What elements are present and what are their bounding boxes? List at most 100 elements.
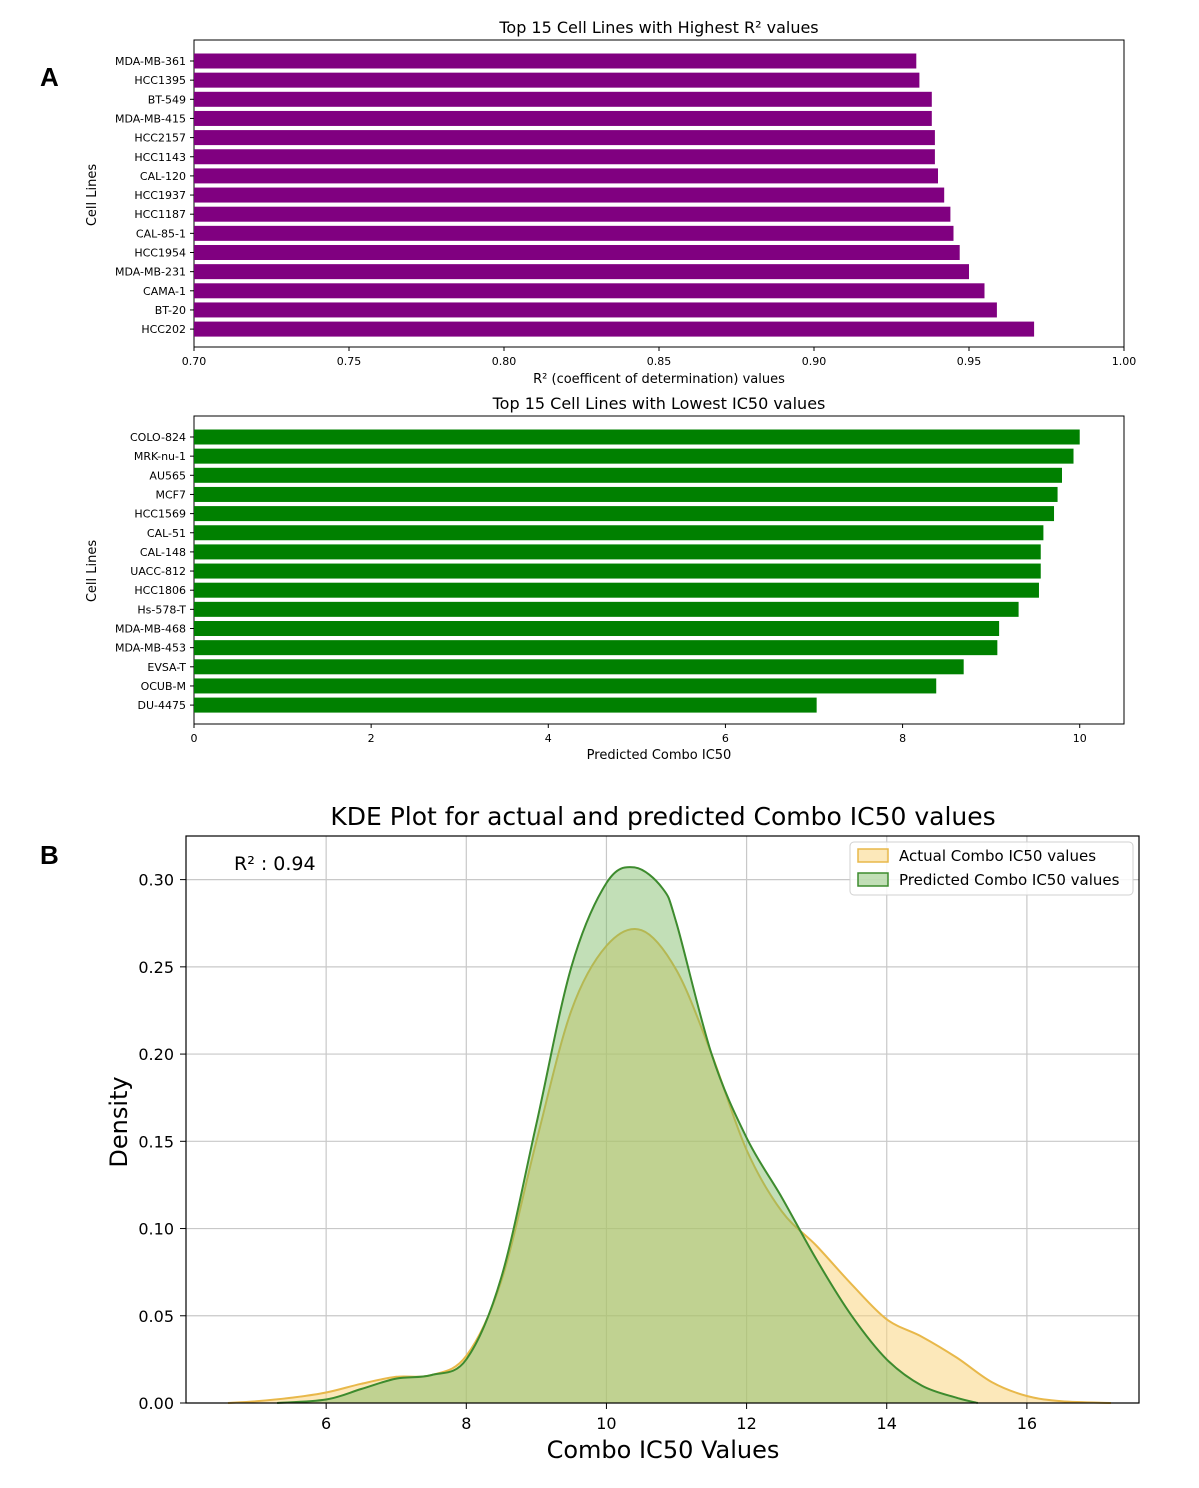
c2-bar: [194, 467, 1062, 483]
kde-actual-line: [227, 928, 1112, 1404]
c2-xtick-label: 6: [722, 732, 729, 745]
c1-bar: [194, 130, 935, 146]
c1-bar: [194, 302, 997, 318]
c1-category-label: HCC1395: [134, 74, 186, 87]
kde-xtick-label: 14: [877, 1414, 897, 1433]
c1-bar: [194, 91, 932, 107]
c1-category-label: MDA-MB-231: [115, 266, 186, 279]
c2-xtick-label: 8: [899, 732, 906, 745]
kde-legend-predicted-label: Predicted Combo IC50 values: [899, 871, 1120, 889]
c2-xtick-label: 10: [1073, 732, 1087, 745]
r2-chart-title: Top 15 Cell Lines with Highest R² values: [498, 18, 818, 37]
c1-bar: [194, 149, 935, 165]
c1-bar: [194, 53, 917, 69]
c1-bar: [194, 321, 1035, 337]
c1-xtick-label: 0.80: [492, 355, 517, 368]
c2-bar: [194, 448, 1074, 464]
c2-bar: [194, 659, 964, 675]
c1-category-label: HCC1937: [134, 189, 186, 202]
c1-category-label: HCC1187: [134, 208, 186, 221]
kde-ytick-label: 0.00: [138, 1394, 174, 1413]
c1-bar: [194, 206, 951, 222]
c2-category-label: MCF7: [156, 488, 187, 501]
c1-category-label: CAL-120: [140, 170, 186, 183]
kde-chart-xlabel: Combo IC50 Values: [547, 1436, 780, 1464]
ic50-chart-title: Top 15 Cell Lines with Lowest IC50 value…: [492, 394, 826, 413]
r2-annotation: R² : 0.94: [234, 853, 316, 875]
c2-bar: [194, 601, 1019, 617]
kde-ytick-label: 0.05: [138, 1307, 174, 1326]
c2-bar: [194, 486, 1058, 502]
c1-category-label: MDA-MB-415: [115, 112, 186, 125]
c1-xtick-label: 0.95: [957, 355, 982, 368]
kde-actual-area: [228, 928, 1111, 1403]
c1-category-label: CAL-85-1: [136, 227, 186, 240]
r2-bar-chart: Top 15 Cell Lines with Highest R² values…: [85, 18, 1136, 387]
c1-bar: [194, 168, 938, 184]
c2-category-label: CAL-51: [147, 527, 186, 540]
panel-label-b: B: [40, 840, 59, 870]
r2-chart-xlabel: R² (coefficent of determination) values: [533, 372, 785, 387]
ic50-bar-chart: Top 15 Cell Lines with Lowest IC50 value…: [85, 394, 1125, 763]
kde-xtick-label: 8: [461, 1414, 471, 1433]
kde-legend-predicted-swatch: [857, 872, 889, 887]
kde-chart-ylabel: Density: [105, 1076, 133, 1167]
c1-xtick-label: 1.00: [1112, 355, 1137, 368]
c1-category-label: MDA-MB-361: [115, 55, 186, 68]
c2-category-label: MDA-MB-453: [115, 642, 186, 655]
kde-predicted-area: [277, 867, 978, 1403]
c1-bar: [194, 245, 960, 260]
kde-ytick-label: 0.30: [138, 871, 174, 890]
ic50-chart-xlabel: Predicted Combo IC50: [587, 748, 732, 763]
kde-xtick-label: 10: [596, 1414, 616, 1433]
c1-category-label: HCC1143: [134, 151, 186, 164]
c1-xtick-label: 0.90: [802, 355, 827, 368]
c2-bar: [194, 525, 1044, 541]
kde-ytick-label: 0.15: [138, 1132, 174, 1151]
c1-category-label: HCC202: [141, 323, 186, 336]
c2-category-label: OCUB-M: [141, 680, 186, 693]
c2-xtick-label: 4: [545, 732, 552, 745]
kde-legend: Actual Combo IC50 values Predicted Combo …: [849, 841, 1134, 896]
kde-legend-frame: [849, 841, 1134, 896]
c2-bar: [194, 582, 1039, 598]
c1-category-label: HCC2157: [134, 132, 186, 145]
c2-category-label: UACC-812: [130, 565, 186, 578]
c1-category-label: HCC1954: [134, 247, 186, 260]
c2-category-label: DU-4475: [138, 699, 187, 712]
c2-bar: [194, 429, 1080, 445]
r2-chart-ylabel: Cell Lines: [85, 164, 100, 227]
kde-chart-title: KDE Plot for actual and predicted Combo …: [330, 802, 995, 831]
kde-ytick-label: 0.10: [138, 1220, 174, 1239]
kde-ytick-label: 0.20: [138, 1045, 174, 1064]
c2-category-label: MRK-nu-1: [134, 450, 186, 463]
c1-xtick-label: 0.70: [182, 355, 207, 368]
c1-bar: [194, 225, 954, 241]
c1-xtick-label: 0.75: [337, 355, 362, 368]
c2-category-label: EVSA-T: [147, 661, 186, 674]
c1-bar: [194, 283, 985, 299]
c2-category-label: AU565: [149, 469, 186, 482]
c2-category-label: COLO-824: [130, 431, 186, 444]
kde-xtick-label: 16: [1017, 1414, 1037, 1433]
kde-legend-actual-label: Actual Combo IC50 values: [899, 847, 1096, 865]
c1-bar: [194, 264, 969, 280]
c2-bar: [194, 563, 1041, 579]
kde-legend-actual-swatch: [857, 848, 889, 863]
kde-xtick-label: 6: [321, 1414, 331, 1433]
c1-xtick-label: 0.85: [647, 355, 672, 368]
c2-bar: [194, 544, 1041, 560]
c2-bar: [194, 621, 1000, 636]
c2-xtick-label: 0: [191, 732, 198, 745]
panel-label-a: A: [40, 62, 59, 92]
c2-category-label: Hs-578-T: [137, 603, 186, 616]
kde-chart-frame: [185, 835, 1140, 1404]
c1-category-label: BT-549: [148, 93, 186, 106]
kde-xtick-label: 12: [736, 1414, 756, 1433]
c2-category-label: MDA-MB-468: [115, 623, 186, 636]
c2-bar: [194, 697, 817, 713]
c2-bar: [194, 640, 998, 656]
c1-bar: [194, 72, 920, 88]
c1-category-label: BT-20: [155, 304, 186, 317]
